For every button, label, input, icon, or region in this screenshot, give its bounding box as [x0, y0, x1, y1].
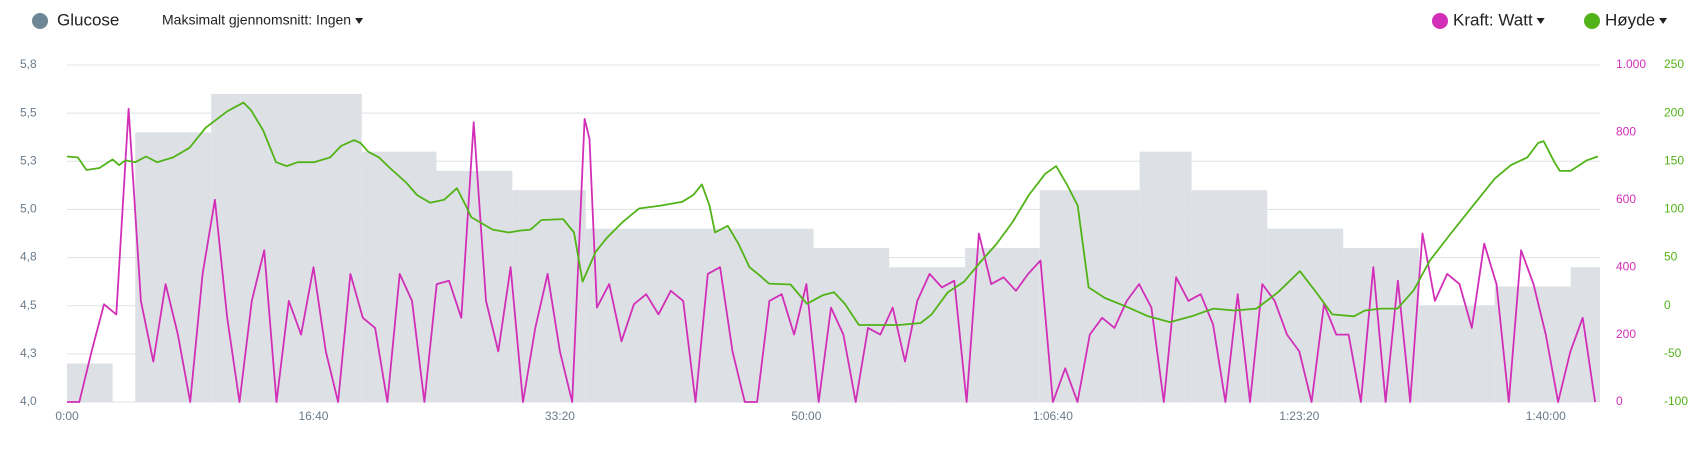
glucose-step — [1139, 151, 1192, 402]
y-tick-label: 0 — [1616, 394, 1623, 408]
y-tick-label: -100 — [1664, 394, 1688, 408]
glucose-step — [436, 170, 513, 402]
y-tick-label: 800 — [1616, 125, 1636, 139]
y-tick-label: 50 — [1664, 250, 1678, 264]
y-tick-label: 4,8 — [20, 250, 37, 264]
y-tick-label: 0 — [1664, 298, 1671, 312]
glucose-step — [1039, 190, 1140, 402]
y-tick-label: 5,8 — [20, 57, 37, 71]
y-tick-label: 4,3 — [20, 346, 37, 360]
average-dropdown[interactable]: Maksimalt gjennomsnitt: Ingen — [162, 12, 351, 28]
x-tick-label: 50:00 — [791, 409, 821, 423]
legend-label[interactable]: Glucose — [57, 10, 119, 29]
x-tick-label: 1:23:20 — [1279, 409, 1319, 423]
dropdown-arrow[interactable] — [355, 18, 364, 24]
x-tick-label: 16:40 — [298, 409, 328, 423]
y-tick-label: 250 — [1664, 57, 1684, 71]
x-tick-label: 1:06:40 — [1033, 409, 1073, 423]
y-tick-label: -50 — [1664, 346, 1682, 360]
legend-label[interactable]: Kraft: Watt — [1453, 10, 1533, 29]
glucose-step — [512, 190, 586, 402]
y-tick-label: 4,0 — [20, 394, 37, 408]
glucose-step — [1419, 305, 1495, 402]
y-tick-label: 600 — [1616, 192, 1636, 206]
x-tick-label: 33:20 — [545, 409, 575, 423]
glucose-step — [211, 93, 362, 402]
legend-label[interactable]: Høyde — [1605, 10, 1655, 29]
glucose-step — [585, 228, 814, 402]
y-tick-label: 5,0 — [20, 202, 37, 216]
glucose-step — [67, 363, 113, 402]
series-line — [67, 107, 1596, 403]
y-tick-label: 5,3 — [20, 153, 37, 167]
x-tick-label: 0:00 — [55, 409, 79, 423]
y-tick-label: 200 — [1664, 105, 1684, 119]
x-tick-label: 1:40:00 — [1526, 409, 1566, 423]
dropdown-arrow[interactable] — [1536, 18, 1545, 24]
y-tick-label: 5,5 — [20, 105, 37, 119]
y-tick-label: 400 — [1616, 259, 1636, 273]
legend-dot[interactable] — [32, 13, 48, 29]
legend-dot[interactable] — [1432, 13, 1448, 29]
y-tick-label: 200 — [1616, 327, 1636, 341]
glucose-step — [135, 132, 212, 402]
y-tick-label: 4,5 — [20, 298, 37, 312]
y-tick-label: 150 — [1664, 153, 1684, 167]
y-tick-label: 1.000 — [1616, 57, 1646, 71]
dropdown-arrow[interactable] — [1659, 18, 1668, 24]
series-line — [66, 101, 1599, 326]
y-tick-label: 100 — [1664, 202, 1684, 216]
legend-dot[interactable] — [1584, 13, 1600, 29]
